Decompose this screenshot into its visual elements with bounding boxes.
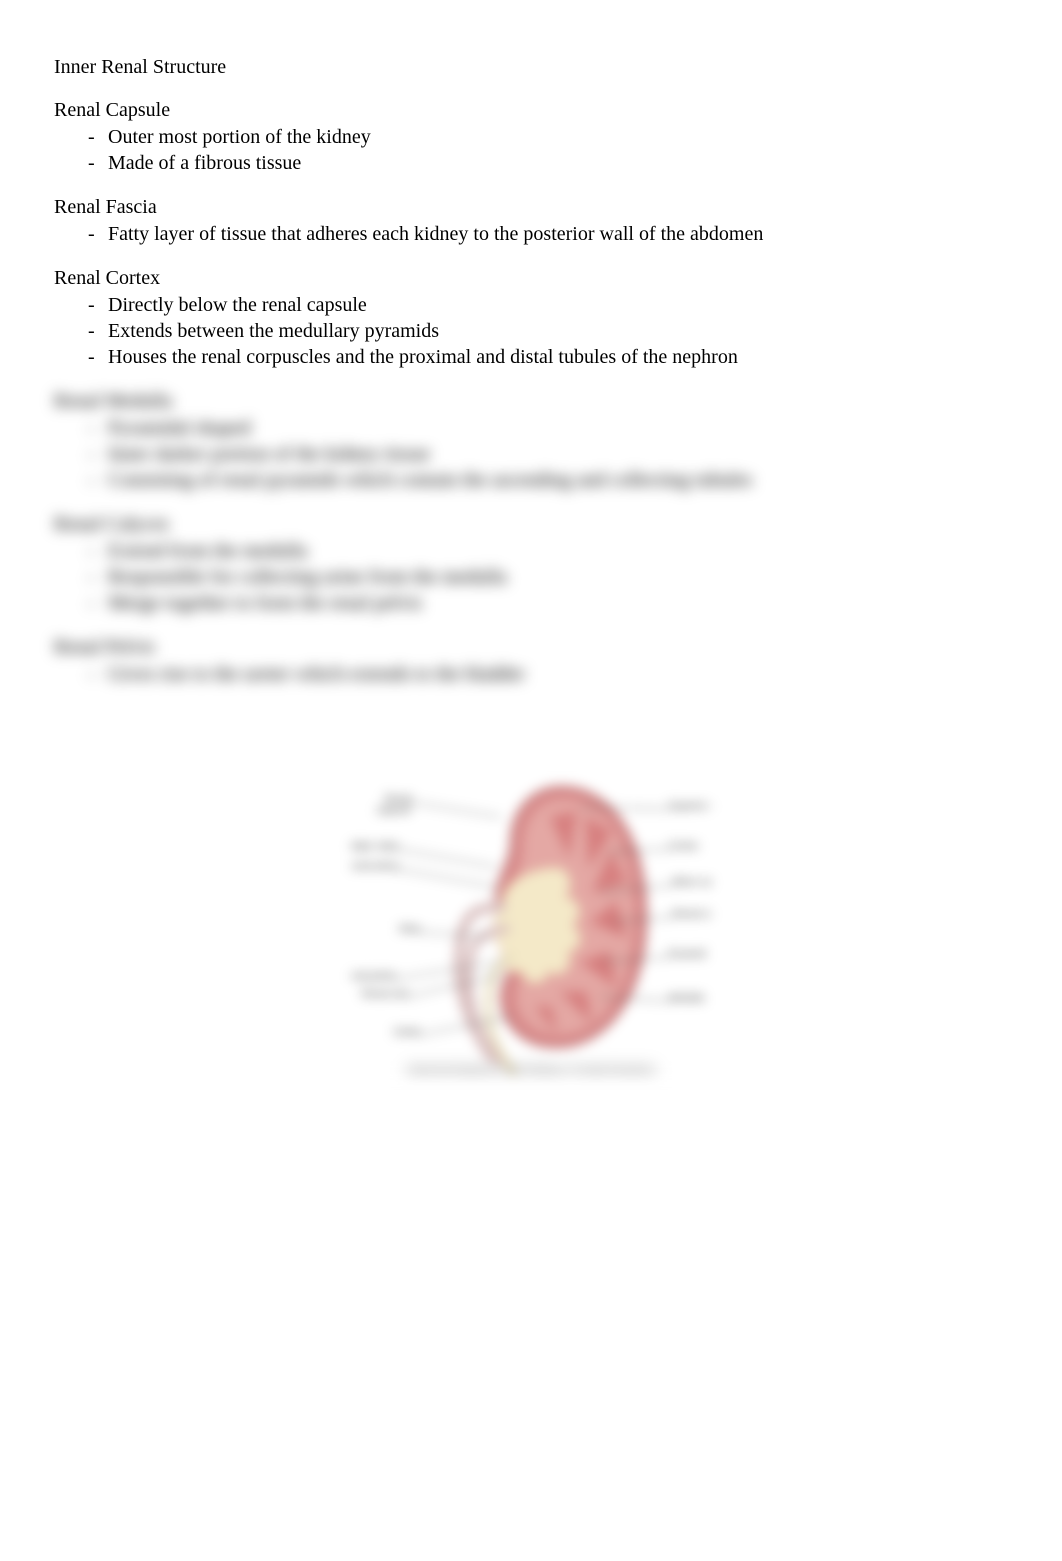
heading-renal-calyces: Renal Calyces (54, 513, 1008, 536)
heading-renal-cortex: Renal Cortex (54, 267, 1008, 290)
svg-text:Internal Anatomy (Left Kidney,: Internal Anatomy (Left Kidney, Frontal S… (407, 1064, 655, 1077)
list-item: Directly below the renal capsule (54, 292, 1008, 318)
list-renal-calyces: Extend from the medulla Responsible for … (54, 538, 1008, 616)
list-item: Merge together to form the renal pelvis (54, 590, 1008, 616)
svg-text:Hilus: Hilus (399, 924, 421, 935)
svg-text:Superior extremity: Superior extremity (669, 801, 711, 812)
list-renal-cortex: Directly below the renal capsule Extends… (54, 292, 1008, 370)
page-title: Inner Renal Structure (54, 56, 1008, 79)
list-item: Outer most portion of the kidney (54, 124, 1008, 150)
list-renal-fascia: Fatty layer of tissue that adheres each … (54, 221, 1008, 247)
svg-text:Renal artery: Renal artery (351, 861, 399, 872)
kidney-diagram-container: Renalcapsule Major calyx Renal artery Hilus… (54, 757, 1008, 1077)
heading-renal-pelvis: Renal Pelvis (54, 636, 1008, 659)
svg-text:Cortex: Cortex (669, 841, 698, 852)
svg-text:Major calyx: Major calyx (351, 841, 399, 852)
list-renal-medulla: Pyramidal shaped Inner darker portion of… (54, 415, 1008, 493)
list-item: Houses the renal corpuscles and the prox… (54, 344, 1008, 370)
list-item: Extends between the medullary pyramids (54, 318, 1008, 344)
list-item: Extend from the medulla (54, 538, 1008, 564)
svg-text:Minor calyces: Minor calyces (673, 877, 711, 888)
svg-text:Renal pelvis: Renal pelvis (351, 971, 396, 982)
kidney-diagram: Renalcapsule Major calyx Renal artery Hilus… (351, 757, 711, 1077)
svg-text:Renal: Renal (385, 794, 411, 805)
list-renal-capsule: Outer most portion of the kidney Made of… (54, 124, 1008, 176)
list-item: Pyramidal shaped (54, 415, 1008, 441)
heading-renal-capsule: Renal Capsule (54, 99, 1008, 122)
list-item: Made of a fibrous tissue (54, 150, 1008, 176)
list-item: Fatty layer of tissue that adheres each … (54, 221, 1008, 247)
svg-text:Renal column: Renal column (673, 909, 711, 920)
list-item: Consisting of renal pyramids which conta… (54, 467, 1008, 493)
svg-text:Renal vein: Renal vein (362, 989, 409, 1000)
svg-text:capsule: capsule (377, 805, 412, 816)
list-item: Gives rise to the ureter which extends t… (54, 661, 1008, 687)
svg-text:Ureter: Ureter (393, 1027, 421, 1038)
svg-text:Pyramid: Pyramid (669, 949, 706, 960)
list-item: Responsible for collecting urine from th… (54, 564, 1008, 590)
heading-renal-fascia: Renal Fascia (54, 196, 1008, 219)
list-item: Inner darker portion of the kidney tissu… (54, 441, 1008, 467)
list-renal-pelvis: Gives rise to the ureter which extends t… (54, 661, 1008, 687)
svg-text:Medulla: Medulla (669, 993, 704, 1004)
heading-renal-medulla: Renal Medulla (54, 390, 1008, 413)
